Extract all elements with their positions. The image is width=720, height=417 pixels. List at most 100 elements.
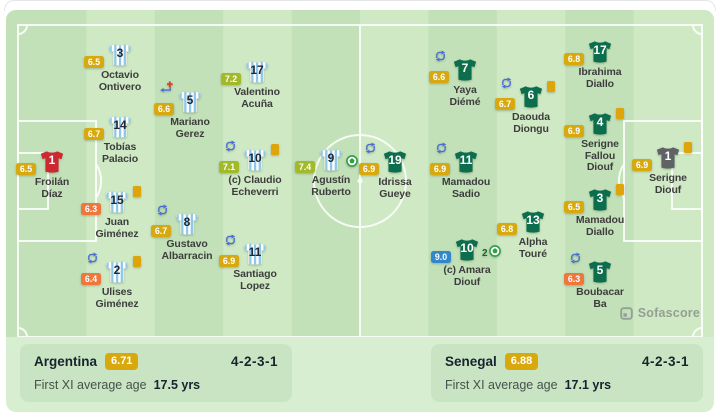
yellow-card-icon xyxy=(616,108,624,119)
player-name: (c) Claudio Echeverri xyxy=(228,174,282,198)
jersey-number: 2 xyxy=(113,263,121,277)
player-jersey: 11 6.9 xyxy=(219,234,268,267)
home-avg-age-value: 17.5 yrs xyxy=(153,378,201,392)
substitution-icon xyxy=(434,49,447,62)
away-team-name: Senegal xyxy=(445,354,497,369)
home-team-rating-badge: 6.71 xyxy=(105,353,139,370)
player-rating-badge: 6.9 xyxy=(359,163,379,175)
player-away-7[interactable]: 7 6.6 Yaya Diémé xyxy=(421,50,509,108)
player-name: Mamadou Sadio xyxy=(441,176,491,200)
jersey-icon xyxy=(588,113,612,135)
substitution-icon xyxy=(500,76,513,89)
jersey-number: 13 xyxy=(526,213,540,227)
player-rating-badge: 6.8 xyxy=(564,53,584,65)
player-home-15[interactable]: 15 6.3 Juan Giménez xyxy=(73,186,161,240)
jersey-icon xyxy=(588,189,612,211)
player-home-8[interactable]: 8 6.7 Gustavo Albarracin xyxy=(143,204,231,262)
player-away-13[interactable]: 13 6.8 Alpha Touré xyxy=(489,210,577,260)
goal-count: 2 xyxy=(482,247,488,259)
player-home-14[interactable]: 14 6.7 Tobías Palacio xyxy=(76,115,164,165)
away-avg-age-value: 17.1 yrs xyxy=(564,378,612,392)
substitution-icon xyxy=(364,141,377,154)
player-home-5[interactable]: 5 6.6 Mariano Gerez xyxy=(146,81,234,140)
substitution-icon xyxy=(86,251,99,264)
sofascore-logo-icon xyxy=(620,306,633,320)
jersey-number: 3 xyxy=(116,46,124,60)
player-rating-badge: 6.9 xyxy=(632,159,652,171)
player-jersey: 1 6.5 xyxy=(16,150,65,175)
home-team-name: Argentina xyxy=(34,354,98,369)
jersey-icon xyxy=(455,239,479,261)
jersey-number: 17 xyxy=(593,43,607,57)
player-rating-badge: 6.9 xyxy=(564,125,584,137)
jersey-icon xyxy=(105,191,129,213)
player-away-1[interactable]: 1 6.9 Serigne Diouf xyxy=(624,142,712,196)
jersey-icon xyxy=(319,149,343,171)
player-rating-badge: 6.9 xyxy=(430,163,450,175)
player-away-17[interactable]: 17 6.8 Ibrahima Diallo xyxy=(556,40,644,90)
player-home-11[interactable]: 11 6.9 Santiago Lopez xyxy=(211,234,299,292)
jersey-icon xyxy=(40,151,64,173)
player-away-10[interactable]: 10 9.0 2 (c) Amara Diouf xyxy=(423,238,511,288)
player-rating-badge: 6.6 xyxy=(154,103,174,115)
player-jersey: 13 6.8 xyxy=(497,210,546,235)
jersey-icon xyxy=(588,41,612,63)
player-home-9[interactable]: 9 7.4 Agustín Ruberto xyxy=(287,148,375,198)
yellow-card-icon xyxy=(547,81,555,92)
player-jersey: 4 6.9 xyxy=(564,108,624,137)
player-home-1[interactable]: 1 6.5 Froilán Díaz xyxy=(8,150,96,200)
player-rating-badge: 7.2 xyxy=(221,73,241,85)
player-name: Valentino Acuña xyxy=(234,86,280,110)
player-rating-badge: 6.7 xyxy=(84,128,104,140)
player-name: Alpha Touré xyxy=(518,236,548,260)
player-jersey: 17 7.2 xyxy=(221,60,270,85)
player-home-10[interactable]: 10 7.1 (c) Claudio Echeverri xyxy=(211,140,299,198)
jersey-number: 8 xyxy=(183,215,191,229)
player-rating-badge: 6.5 xyxy=(16,163,36,175)
player-home-17[interactable]: 17 7.2 Valentino Acuña xyxy=(213,60,301,110)
jersey-number: 17 xyxy=(250,63,264,77)
jersey-number: 10 xyxy=(460,241,474,255)
yellow-card-icon xyxy=(684,142,692,153)
jersey-number: 14 xyxy=(113,118,127,132)
home-avg-age-label: First XI average age xyxy=(34,378,147,392)
away-team-formation: 4-2-3-1 xyxy=(641,354,689,369)
jersey-icon xyxy=(108,44,132,66)
yellow-card-icon xyxy=(271,144,279,155)
player-name: Ulises Giménez xyxy=(95,286,139,310)
jersey-icon xyxy=(521,211,545,233)
player-name: Ibrahima Diallo xyxy=(578,66,622,90)
jersey-number: 4 xyxy=(596,115,604,129)
away-avg-age-label: First XI average age xyxy=(445,378,558,392)
player-name: Mamadou Diallo xyxy=(575,214,625,238)
player-away-6[interactable]: 6 6.7 Daouda Diongu xyxy=(487,77,575,135)
watermark-text: Sofascore xyxy=(637,306,700,320)
jersey-icon xyxy=(656,147,680,169)
player-jersey: 14 6.7 xyxy=(84,115,133,140)
jersey-number: 5 xyxy=(186,93,194,107)
player-away-19[interactable]: 19 6.9 Idrissa Gueye xyxy=(351,142,439,200)
player-away-11[interactable]: 11 6.9 Mamadou Sadio xyxy=(422,142,510,200)
player-rating-badge: 6.6 xyxy=(429,71,449,83)
jersey-number: 6 xyxy=(527,88,535,102)
jersey-number: 9 xyxy=(327,151,335,165)
player-away-3[interactable]: 3 6.5 Mamadou Diallo xyxy=(556,184,644,238)
player-home-3[interactable]: 3 6.5 Octavio Ontivero xyxy=(76,43,164,93)
jersey-icon xyxy=(175,213,199,235)
jersey-icon xyxy=(243,243,267,265)
player-name: Juan Giménez xyxy=(95,216,139,240)
player-away-4[interactable]: 4 6.9 Serigne Fallou Diouf xyxy=(556,108,644,174)
player-name: Froilán Díaz xyxy=(34,176,70,200)
player-jersey: 8 6.7 xyxy=(151,204,200,237)
player-home-2[interactable]: 2 6.4 Ulises Giménez xyxy=(73,252,161,310)
player-jersey: 11 6.9 xyxy=(430,142,479,175)
player-rating-badge: 6.5 xyxy=(564,201,584,213)
jersey-number: 10 xyxy=(248,151,262,165)
yellow-card-icon xyxy=(133,256,141,267)
substitution-icon xyxy=(435,141,448,154)
player-jersey: 1 6.9 xyxy=(632,142,692,171)
jersey-number: 7 xyxy=(461,61,469,75)
player-away-5[interactable]: 5 6.3 Boubacar Ba xyxy=(556,252,644,310)
player-jersey: 17 6.8 xyxy=(564,40,613,65)
player-jersey: 10 7.1 xyxy=(219,140,279,173)
